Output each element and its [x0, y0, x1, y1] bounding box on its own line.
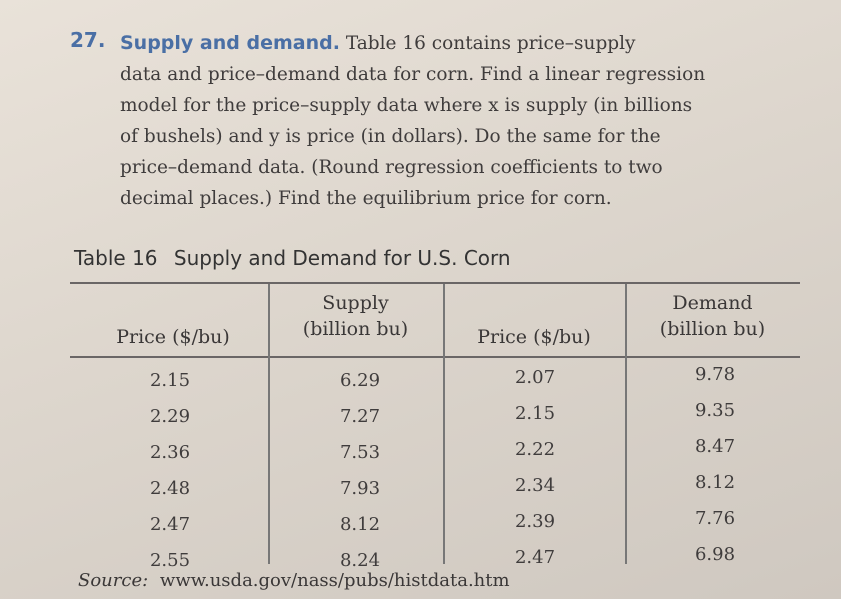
table-top-rule [70, 282, 800, 284]
table-cell: 9.78 [694, 364, 736, 385]
exercise-title: Supply and demand. [120, 32, 340, 54]
column-divider [268, 284, 270, 564]
table-cell: 2.55 [149, 550, 191, 571]
header-price-supply: Price ($/bu) [78, 324, 268, 350]
column-price-demand: 2.07 2.15 2.22 2.34 2.39 2.47 [485, 360, 585, 576]
header-demand-line-2: (billion bu) [659, 318, 766, 340]
header-demand-line-1: Demand [672, 292, 753, 314]
exercise-line-6: decimal places.) Find the equilibrium pr… [120, 188, 612, 209]
table-cell: 9.35 [694, 400, 736, 421]
table-cell: 8.47 [694, 436, 736, 457]
table-cell: 7.27 [339, 406, 381, 427]
table-cell: 2.39 [514, 511, 556, 532]
table-title: Supply and Demand for U.S. Corn [173, 246, 511, 270]
column-supply: 6.29 7.27 7.53 7.93 8.12 8.24 [310, 363, 410, 579]
column-demand: 9.78 9.35 8.47 8.12 7.76 6.98 [665, 357, 765, 573]
header-supply-line-2: (billion bu) [302, 318, 409, 340]
table-cell: 7.93 [339, 478, 381, 499]
column-divider [625, 284, 627, 564]
header-price-demand-label: Price ($/bu) [477, 326, 591, 348]
table-cell: 8.12 [694, 472, 736, 493]
table-cell: 2.34 [514, 475, 556, 496]
table-cell: 2.07 [514, 367, 556, 388]
exercise-line-5: price–demand data. (Round regression coe… [120, 157, 663, 178]
header-supply-line-1: Supply [322, 292, 389, 314]
exercise-text: Supply and demand. Table 16 contains pri… [120, 28, 810, 214]
exercise-number: 27. [70, 28, 106, 52]
table-cell: 2.48 [149, 478, 191, 499]
table-cell: 2.15 [514, 403, 556, 424]
table-cell: 2.22 [514, 439, 556, 460]
table-caption: Table 16 Supply and Demand for U.S. Corn [74, 246, 511, 270]
table-cell: 8.12 [339, 514, 381, 535]
table-cell: 8.24 [339, 550, 381, 571]
table-cell: 7.76 [694, 508, 736, 529]
table-cell: 6.98 [694, 544, 736, 565]
table-number: Table 16 [74, 246, 158, 270]
table-cell: 6.29 [339, 370, 381, 391]
table-cell: 2.36 [149, 442, 191, 463]
table-header-rule [70, 356, 800, 358]
table-source: Source: www.usda.gov/nass/pubs/histdata.… [78, 570, 510, 591]
exercise-line-4: of bushels) and y is price (in dollars).… [120, 126, 661, 147]
table-cell: 2.15 [149, 370, 191, 391]
table-cell: 2.29 [149, 406, 191, 427]
header-price-supply-label: Price ($/bu) [116, 326, 230, 348]
source-url: www.usda.gov/nass/pubs/histdata.htm [159, 570, 510, 591]
header-demand: Demand (billion bu) [625, 290, 800, 342]
table-cell: 7.53 [339, 442, 381, 463]
exercise-line-1: Table 16 contains price–supply [345, 33, 636, 54]
header-supply: Supply (billion bu) [268, 290, 443, 342]
source-label: Source: [78, 570, 149, 591]
exercise-line-3: model for the price–supply data where x … [120, 95, 693, 116]
column-divider [443, 284, 445, 564]
table-cell: 2.47 [514, 547, 556, 568]
column-price-supply: 2.15 2.29 2.36 2.48 2.47 2.55 [120, 363, 220, 579]
header-price-demand: Price ($/bu) [443, 324, 625, 350]
table-cell: 2.47 [149, 514, 191, 535]
exercise-line-2: data and price–demand data for corn. Fin… [120, 64, 706, 85]
exercise-27: 27. Supply and demand. Table 16 contains… [70, 28, 810, 214]
